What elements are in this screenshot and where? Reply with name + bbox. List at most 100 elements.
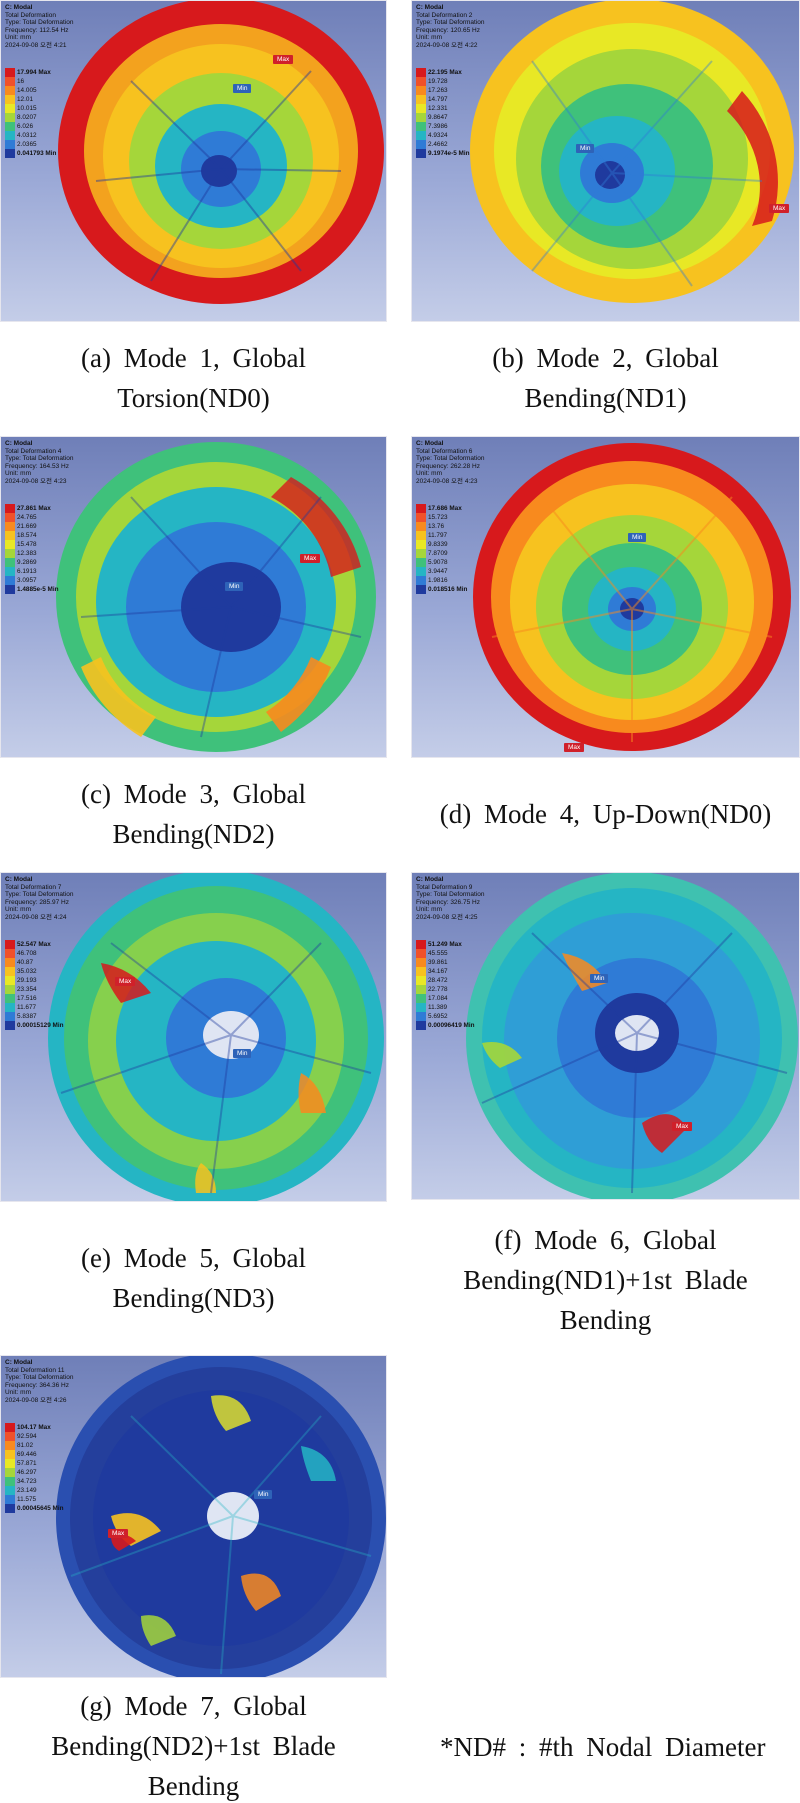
legend-value: 11.575	[17, 1496, 37, 1503]
header-line: Frequency: 112.54 Hz	[5, 26, 69, 34]
legend-value: 17.516	[17, 995, 37, 1002]
legend-swatch	[5, 958, 15, 967]
legend-value: 1.4885e-5 Min	[17, 586, 59, 593]
legend-value: 16	[17, 78, 25, 85]
legend-value: 9.8647	[428, 114, 448, 121]
impeller-render-mode-6	[466, 873, 798, 1199]
legend-value: 0.018516 Min	[428, 586, 468, 593]
legend-value: 18.574	[17, 532, 37, 539]
legend-swatch	[5, 1495, 15, 1504]
header-line: C: Modal	[416, 4, 444, 11]
legend-value: 5.9078	[428, 559, 448, 566]
max-probe-tag: Max	[108, 1529, 129, 1538]
legend-swatch	[416, 131, 426, 140]
legend-value: 17.686 Max	[428, 505, 462, 512]
min-probe-tag: Min	[254, 1490, 273, 1499]
legend-swatch	[5, 1459, 15, 1468]
caption-line: (e) Mode 5, Global	[81, 1243, 306, 1273]
legend-value: 0.041793 Min	[17, 150, 57, 157]
caption-line: Bending(ND1)	[524, 383, 687, 413]
legend-swatch	[416, 122, 426, 131]
legend-value: 46.708	[17, 950, 37, 957]
header-line: Type: Total Deformation	[5, 891, 74, 899]
caption-line: Bending(ND1)+1st Blade	[463, 1265, 748, 1295]
header-line: Type: Total Deformation	[416, 891, 485, 899]
legend-swatch	[416, 1021, 426, 1030]
legend-value: 10.015	[17, 105, 37, 112]
legend-value: 5.8387	[17, 1013, 37, 1020]
legend-swatch	[5, 558, 15, 567]
mode-2-panel: C: Modal Total Deformation 2 Type: Total…	[411, 0, 800, 322]
legend-value: 34.167	[428, 968, 448, 975]
legend-swatch	[416, 77, 426, 86]
legend-swatch	[416, 940, 426, 949]
header-line: C: Modal	[5, 1359, 33, 1366]
legend-value: 11.797	[428, 532, 448, 539]
header-line: Frequency: 326.75 Hz	[416, 898, 480, 906]
header-line: Unit: mm	[416, 470, 442, 478]
legend-value: 3.9447	[428, 568, 448, 575]
legend-swatch	[5, 976, 15, 985]
legend-value: 17.263	[428, 87, 448, 94]
legend-value: 6.026	[17, 123, 33, 130]
legend-swatch	[416, 985, 426, 994]
legend-value: 3.0957	[17, 577, 37, 584]
header-line: Unit: mm	[416, 34, 442, 42]
legend-swatch	[416, 86, 426, 95]
legend-value: 57.871	[17, 1460, 37, 1467]
legend-swatch	[5, 504, 15, 513]
legend-swatch	[5, 1441, 15, 1450]
max-probe-tag: Max	[300, 554, 321, 563]
legend-swatch	[416, 558, 426, 567]
header-line: Type: Total Deformation	[5, 1374, 74, 1382]
result-header: C: Modal Total Deformation 11 Type: Tota…	[5, 1359, 74, 1405]
legend-swatch	[416, 1003, 426, 1012]
legend-swatch	[5, 1450, 15, 1459]
mode-4-panel: C: Modal Total Deformation 6 Type: Total…	[411, 436, 800, 758]
legend-value: 28.472	[428, 977, 448, 984]
legend-swatch	[416, 522, 426, 531]
legend-swatch	[416, 504, 426, 513]
caption-line: Bending	[559, 1305, 652, 1335]
legend-value: 5.6952	[428, 1013, 448, 1020]
legend-swatch	[416, 1012, 426, 1021]
legend-swatch	[416, 585, 426, 594]
min-probe-tag: Min	[225, 582, 244, 591]
legend-swatch	[5, 985, 15, 994]
legend-value: 14.797	[428, 96, 448, 103]
legend-swatch	[5, 531, 15, 540]
legend-swatch	[5, 1021, 15, 1030]
legend-value: 0.00015129 Min	[17, 1022, 64, 1029]
legend-value: 23.354	[17, 986, 37, 993]
header-line: Frequency: 262.28 Hz	[416, 462, 480, 470]
mode-1-panel: C: Modal Total Deformation Type: Total D…	[0, 0, 387, 322]
legend-swatch	[5, 104, 15, 113]
legend-value: 9.2869	[17, 559, 37, 566]
caption-mode-4: (d) Mode 4, Up-Down(ND0)	[411, 794, 800, 834]
legend-value: 8.0207	[17, 114, 37, 121]
legend-swatch	[416, 576, 426, 585]
legend-swatch	[5, 585, 15, 594]
min-probe-tag: Min	[628, 533, 647, 542]
header-line: Total Deformation 4	[5, 447, 62, 455]
legend-swatch	[5, 967, 15, 976]
impeller-render-mode-5	[48, 873, 384, 1201]
caption-mode-1: (a) Mode 1, Global Torsion(ND0)	[0, 338, 387, 418]
caption-line: (c) Mode 3, Global	[81, 779, 306, 809]
legend-swatch	[5, 1003, 15, 1012]
legend-value: 27.861 Max	[17, 505, 51, 512]
max-probe-tag: Max	[564, 743, 585, 752]
legend-swatch	[5, 113, 15, 122]
legend-swatch	[5, 149, 15, 158]
caption-line: (b) Mode 2, Global	[492, 343, 719, 373]
header-line: 2024-09-08 오전 4:22	[416, 41, 478, 49]
legend-swatch	[5, 567, 15, 576]
legend-value: 11.389	[428, 1004, 448, 1011]
legend-swatch	[416, 976, 426, 985]
header-line: Total Deformation 2	[416, 11, 473, 19]
header-line: 2024-09-08 오전 4:25	[416, 913, 478, 921]
legend-swatch	[416, 68, 426, 77]
legend-value: 22.195 Max	[428, 69, 462, 76]
header-line: Unit: mm	[5, 1389, 31, 1397]
header-line: C: Modal	[5, 876, 33, 883]
